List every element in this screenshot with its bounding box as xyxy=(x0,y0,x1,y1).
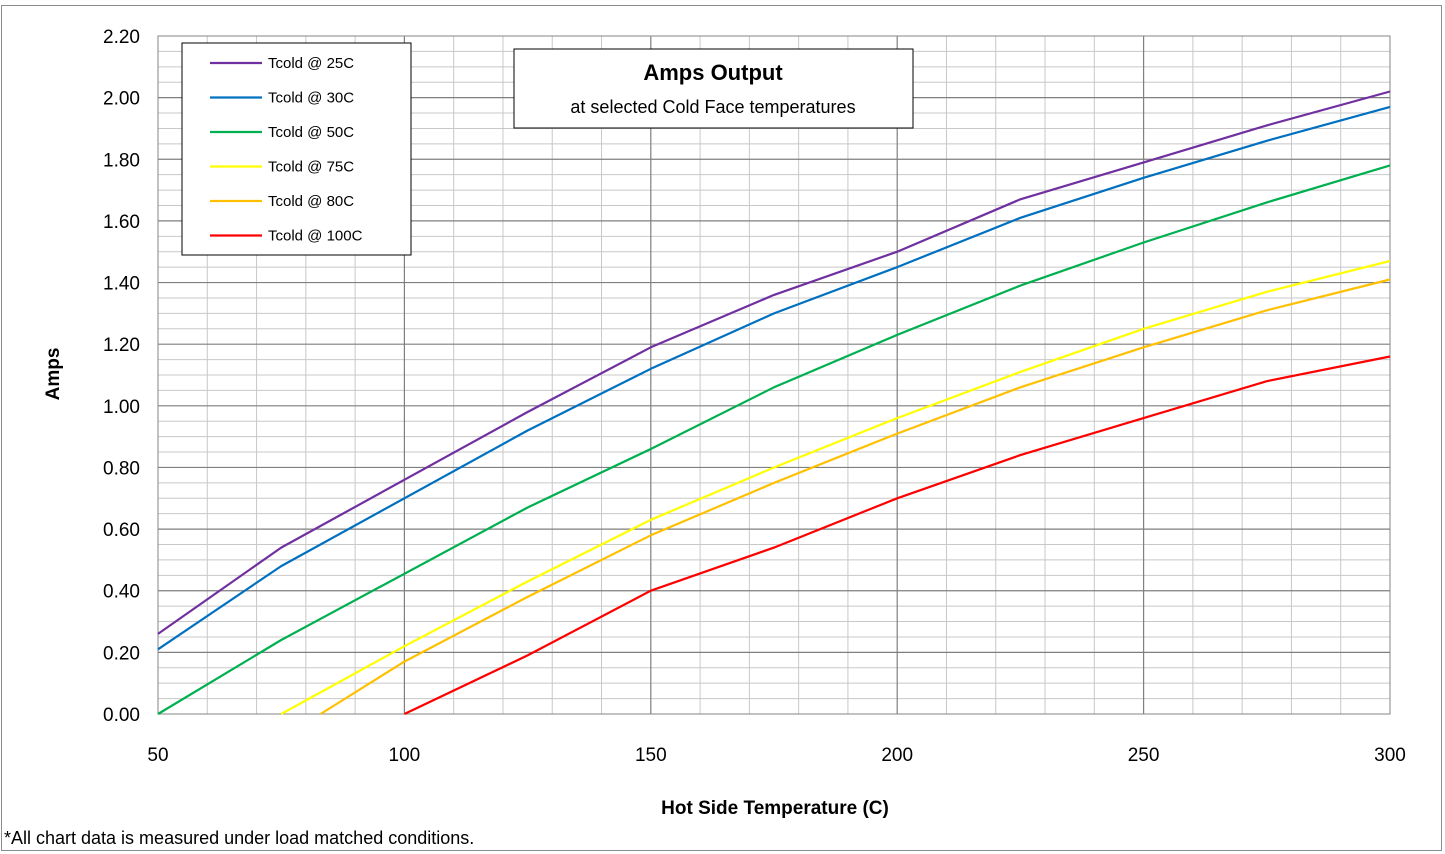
series-lines xyxy=(157,90,1391,715)
y-tick-label: 1.00 xyxy=(103,397,140,418)
y-tick-label: 0.00 xyxy=(103,705,140,726)
x-axis-tick-labels: 50 100 150 200 250 300 xyxy=(147,745,1405,766)
x-tick-label: 150 xyxy=(635,745,667,766)
legend-box xyxy=(181,42,412,256)
plot-area-border xyxy=(157,35,1391,715)
x-axis-title: Hot Side Temperature (C) xyxy=(661,798,889,819)
legend-label: Tcold @ 75C xyxy=(268,159,354,176)
y-axis-title: Amps xyxy=(43,348,64,401)
series-line-1 xyxy=(157,90,1391,635)
y-tick-label: 0.20 xyxy=(103,643,140,664)
y-tick-label: 1.40 xyxy=(103,274,140,295)
title-box: Amps Output at selected Cold Face temper… xyxy=(513,48,914,129)
chart-title: Amps Output xyxy=(643,60,783,85)
x-tick-label: 250 xyxy=(1128,745,1160,766)
y-tick-label: 0.60 xyxy=(103,520,140,541)
y-tick-label: 2.00 xyxy=(103,89,140,110)
footnote: *All chart data is measured under load m… xyxy=(4,828,475,848)
y-tick-label: 0.40 xyxy=(103,582,140,603)
title-box-border xyxy=(513,48,914,129)
y-tick-label: 2.20 xyxy=(103,27,140,48)
chart-subtitle: at selected Cold Face temperatures xyxy=(570,97,855,117)
y-tick-label: 1.80 xyxy=(103,150,140,171)
series-line-5 xyxy=(320,278,1391,715)
x-tick-label: 300 xyxy=(1374,745,1406,766)
legend-label: Tcold @ 50C xyxy=(268,124,354,141)
y-axis-tick-labels: 0.00 0.20 0.40 0.60 0.80 1.00 1.20 1.40 1.60 1.80… xyxy=(103,27,140,726)
series-line-2 xyxy=(157,105,1391,651)
legend: Tcold @ 25C Tcold @ 30C Tcold @ 50C Tcold @… xyxy=(181,42,412,256)
series-line-4 xyxy=(280,259,1391,715)
y-tick-label: 0.80 xyxy=(103,458,140,479)
x-tick-label: 200 xyxy=(881,745,913,766)
legend-label: Tcold @ 30C xyxy=(268,90,354,107)
series-line-6 xyxy=(403,355,1391,715)
legend-label: Tcold @ 25C xyxy=(268,55,354,72)
y-tick-label: 1.20 xyxy=(103,335,140,356)
legend-label: Tcold @ 100C xyxy=(268,228,363,245)
y-tick-label: 1.60 xyxy=(103,212,140,233)
series-line-3 xyxy=(157,164,1391,715)
x-tick-label: 50 xyxy=(147,745,168,766)
x-tick-label: 100 xyxy=(389,745,421,766)
legend-label: Tcold @ 80C xyxy=(268,193,354,210)
